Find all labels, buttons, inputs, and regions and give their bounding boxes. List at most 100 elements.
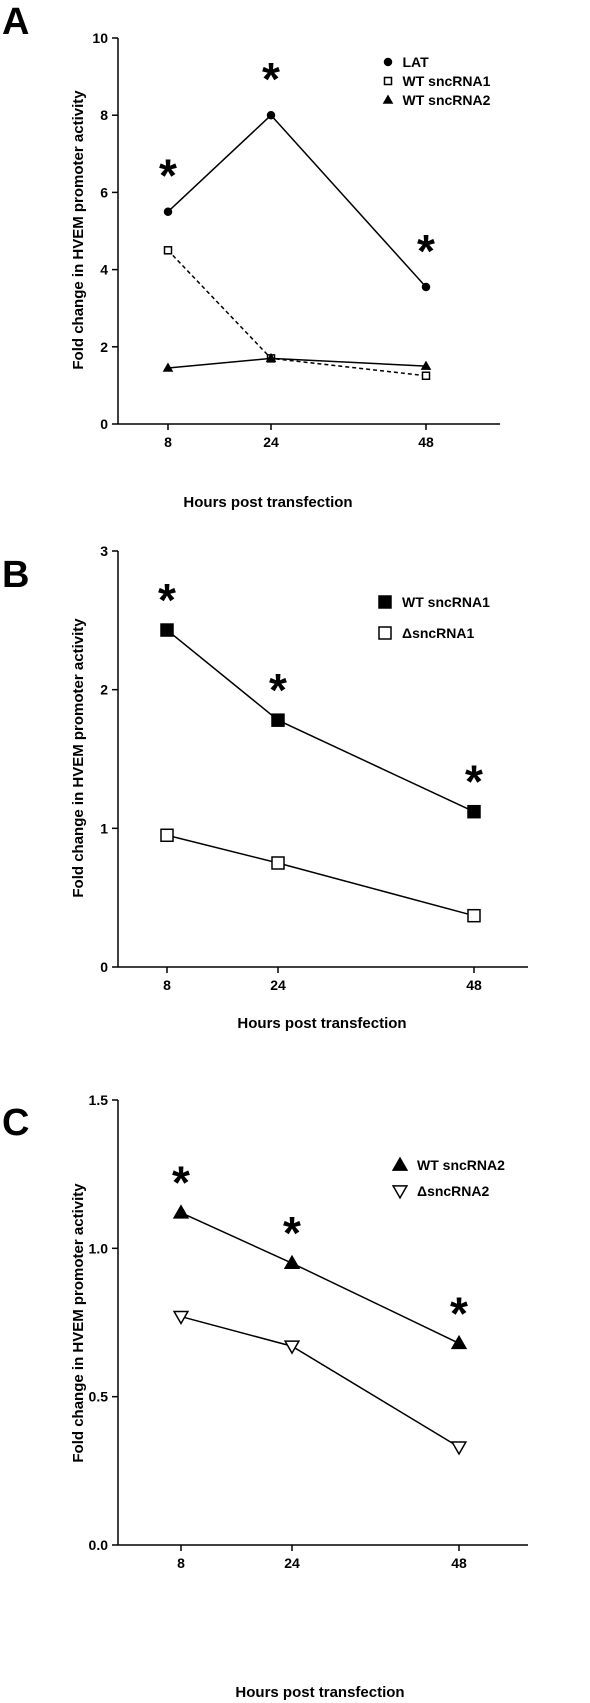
panel-b-series-sncrna1 [160, 828, 481, 923]
panel-c-y-tick-label: 0.5 [89, 1389, 109, 1405]
panel-a-legend-marker [382, 94, 394, 104]
panel-a-legend-label: WT sncRNA2 [403, 92, 491, 108]
panel-a-legend-item: LAT [383, 54, 429, 70]
panel-c-y-tick-label: 1.5 [89, 1092, 109, 1108]
panel-a-y-tick-label: 6 [100, 184, 108, 200]
panel-a-data-point [163, 207, 173, 216]
panel-b-legend-label: WT sncRNA1 [402, 594, 490, 610]
panel-c-legend-item: WT sncRNA2 [391, 1156, 505, 1173]
panel-c-legend-marker [391, 1156, 409, 1171]
panel-b-legend-item: WT sncRNA1 [378, 594, 490, 610]
panel-a-data-point [420, 360, 432, 370]
panel-b-significance-asterisk: * [269, 664, 287, 716]
panel-b: B Fold change in HVEM promoter activity … [2, 543, 528, 1032]
panel-b-legend-marker [378, 595, 392, 609]
panel-a-y-tick-label: 4 [100, 262, 108, 278]
panel-c-legend-label: ΔsncRNA2 [417, 1183, 490, 1199]
panel-c-data-point [450, 1334, 468, 1350]
panel-b-ticks: 0 1 2 3 8 24 48 [100, 543, 482, 993]
panel-c-legend: WT sncRNA2 ΔsncRNA2 [391, 1156, 505, 1200]
panel-b-data-point [160, 828, 174, 843]
panel-a-letter: A [2, 1, 29, 43]
panel-b-legend-label: ΔsncRNA1 [402, 625, 475, 641]
panel-a-y-tick-label: 8 [100, 107, 108, 123]
panel-a-y-tick-label: 0 [100, 416, 108, 432]
panel-c-legend-item: ΔsncRNA2 [391, 1183, 490, 1200]
panel-a-x-axis-title: Hours post transfection [183, 494, 352, 511]
panel-b-y-tick-label: 3 [100, 543, 108, 559]
panel-a-data-point [421, 371, 431, 380]
panel-b-y-tick-label: 0 [100, 959, 108, 975]
panel-c-y-axis-title: Fold change in HVEM promoter activity [70, 1183, 87, 1463]
panel-c-data-point [283, 1254, 301, 1270]
panel-c-x-tick-label: 8 [177, 1555, 185, 1571]
panel-c-legend-marker [391, 1185, 409, 1200]
panel-b-data-point [467, 804, 481, 819]
panel-a-legend-item: WT sncRNA1 [383, 73, 491, 89]
panel-a-x-tick-label: 24 [263, 434, 279, 450]
panel-a-data-point [266, 110, 276, 120]
panel-b-data-point [160, 623, 174, 637]
panel-b-x-tick-label: 8 [163, 977, 171, 993]
panel-a-data-point [163, 246, 173, 255]
panel-c-significance-asterisk: * [450, 1287, 468, 1339]
panel-c-data-point [450, 1441, 468, 1456]
panel-a-legend-marker [383, 76, 393, 86]
panel-a-y-tick-label: 2 [100, 339, 108, 355]
panel-c-data-point [283, 1340, 301, 1355]
panel-b-y-tick-label: 2 [100, 682, 108, 698]
panel-c-x-axis-title: Hours post transfection [235, 1684, 404, 1701]
panel-b-x-axis-title: Hours post transfection [237, 1015, 406, 1032]
panel-b-axes [117, 551, 528, 968]
panel-b-data-point [271, 713, 285, 727]
panel-a-data-point [421, 282, 431, 292]
panel-a-significance-asterisk: * [417, 225, 435, 277]
panel-c: C Fold change in HVEM promoter activity … [2, 1092, 528, 1701]
panel-a-x-tick-label: 48 [418, 434, 434, 450]
panel-b-significance-asterisk: * [465, 756, 483, 808]
panel-c-series-sncrna2 [172, 1310, 468, 1456]
panel-a-series-wt-sncrna2 [162, 352, 432, 372]
panel-a-series-lat: * * * [159, 53, 435, 292]
panel-c-x-tick-label: 48 [451, 1555, 467, 1571]
panel-b-legend-marker [378, 626, 392, 640]
panel-a-legend-label: WT sncRNA1 [403, 73, 491, 89]
panel-c-y-tick-label: 1.0 [89, 1240, 109, 1256]
panel-c-y-tick-label: 0.0 [89, 1537, 109, 1553]
panel-c-plot-area: * * * [172, 1157, 468, 1456]
panel-c-series-wt-sncrna2: * * * [172, 1157, 468, 1350]
panel-a-data-point [162, 362, 174, 372]
panel-a-legend-item: WT sncRNA2 [382, 92, 491, 108]
panel-b-y-tick-label: 1 [100, 820, 108, 836]
panel-c-data-point [172, 1204, 190, 1219]
panel-a-y-tick-label: 10 [92, 30, 108, 46]
panel-a-legend: LAT WT sncRNA1 WT sncRNA2 [382, 54, 491, 108]
panel-b-letter: B [2, 554, 29, 596]
panel-b-y-axis-title: Fold change in HVEM promoter activity [70, 618, 87, 898]
panel-a-significance-asterisk: * [159, 150, 177, 202]
panel-c-significance-asterisk: * [283, 1207, 301, 1259]
panel-a-axes [117, 38, 500, 425]
panel-a: A Fold change in HVEM promoter activity … [2, 1, 500, 511]
panel-b-x-tick-label: 48 [466, 977, 482, 993]
panel-a-y-axis-title: Fold change in HVEM promoter activity [70, 90, 87, 370]
panel-a-plot-area: * * * [159, 53, 435, 380]
panel-b-significance-asterisk: * [158, 574, 176, 626]
panel-b-data-point [271, 856, 285, 870]
panel-b-series-wt-sncrna1: * * * [158, 574, 483, 819]
panel-c-legend-label: WT sncRNA2 [417, 1157, 505, 1173]
panel-a-data-point [265, 352, 277, 363]
panel-a-significance-asterisk: * [262, 53, 280, 105]
panel-b-legend-item: ΔsncRNA1 [378, 625, 475, 641]
panel-c-letter: C [2, 1102, 29, 1144]
panel-a-legend-marker [383, 57, 393, 67]
panel-c-significance-asterisk: * [172, 1157, 190, 1209]
panel-b-legend: WT sncRNA1 ΔsncRNA1 [378, 594, 490, 641]
panel-a-x-tick-label: 8 [164, 434, 172, 450]
panel-b-data-point [467, 908, 481, 923]
panel-c-data-point [172, 1310, 190, 1325]
panel-c-x-tick-label: 24 [284, 1555, 300, 1571]
